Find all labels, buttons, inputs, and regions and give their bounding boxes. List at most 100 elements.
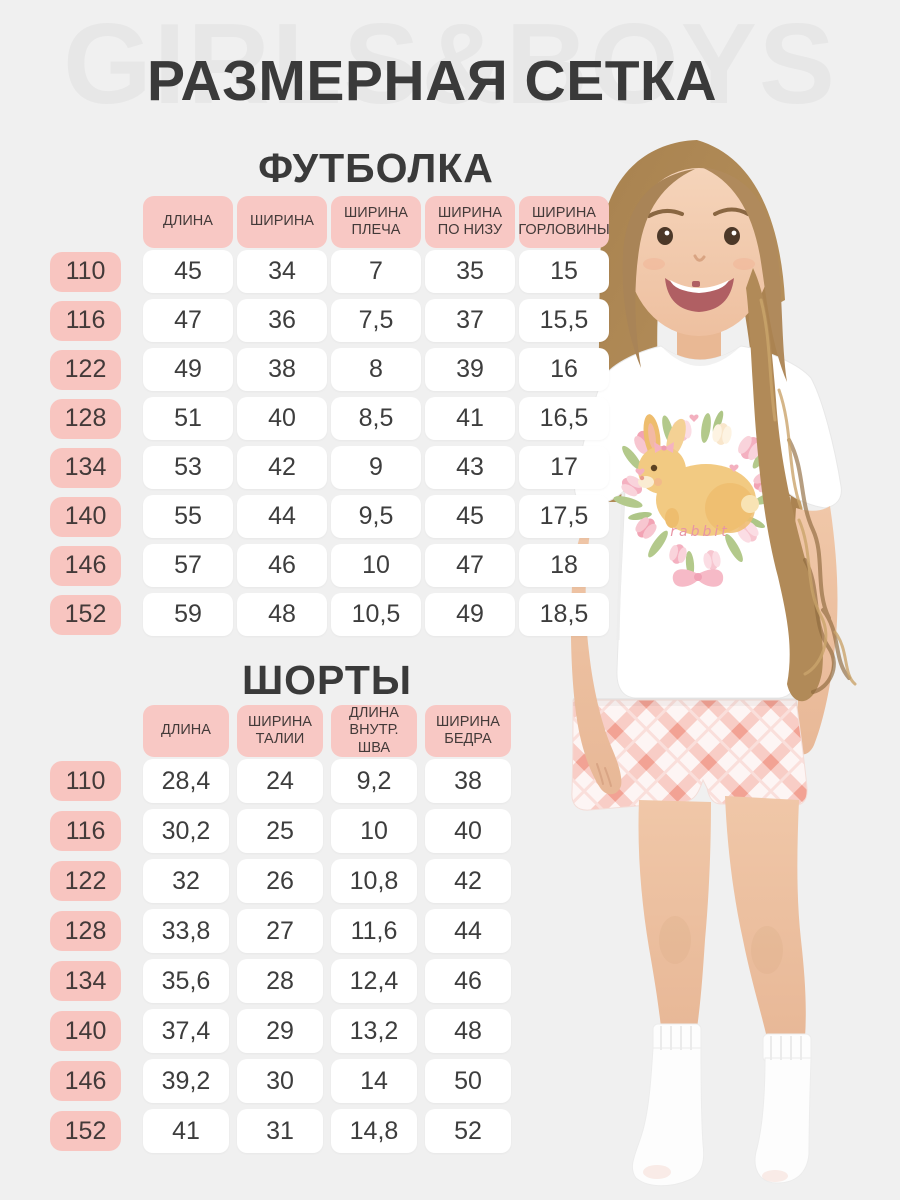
- size-label: 122: [50, 861, 121, 901]
- girl-illustration: rabbit: [570, 140, 857, 1187]
- size-label: 146: [50, 1061, 121, 1101]
- tshirt-table-header: ДЛИНА ШИРИНА ШИРИНА ПЛЕЧА ШИРИНА ПО НИЗУ ШИР…: [50, 196, 610, 248]
- value-cell: 49: [425, 593, 515, 636]
- table-row: 140 37,4 29 13,2 48: [50, 1009, 511, 1053]
- value-cell: 49: [143, 348, 233, 391]
- tshirt-table-body: 110 45 34 7 35 15 116 47 36 7,5 37 15,5: [50, 250, 609, 636]
- value-cell: 28,4: [143, 759, 229, 803]
- value-cell: 14,8: [331, 1109, 417, 1153]
- value-cell: 8: [331, 348, 421, 391]
- value-cell: 10: [331, 544, 421, 587]
- size-label: 134: [50, 961, 121, 1001]
- print-text: rabbit: [670, 524, 730, 540]
- shorts-table-header: ДЛИНА ШИРИНА ТАЛИИ ДЛИНА ВНУТР. ШВА ШИРИНА …: [50, 705, 511, 757]
- value-cell: 10: [331, 809, 417, 853]
- column-header: ДЛИНА ВНУТР. ШВА: [331, 705, 417, 757]
- value-cell: 40: [237, 397, 327, 440]
- value-cell: 7: [331, 250, 421, 293]
- value-cell: 47: [143, 299, 233, 342]
- value-cell: 48: [237, 593, 327, 636]
- value-cell: 30: [237, 1059, 323, 1103]
- value-cell: 15: [519, 250, 609, 293]
- size-label: 116: [50, 811, 121, 851]
- value-cell: 17,5: [519, 495, 609, 538]
- column-header: ШИРИНА ПО НИЗУ: [425, 196, 515, 248]
- value-cell: 12,4: [331, 959, 417, 1003]
- value-cell: 9,2: [331, 759, 417, 803]
- value-cell: 40: [425, 809, 511, 853]
- value-cell: 47: [425, 544, 515, 587]
- value-cell: 27: [237, 909, 323, 953]
- value-cell: 39,2: [143, 1059, 229, 1103]
- shorts-table-body: 110 28,4 24 9,2 38 116 30,2 25 10 40 122: [50, 759, 511, 1153]
- size-label: 116: [50, 300, 121, 341]
- table-row: 134 53 42 9 43 17: [50, 446, 609, 489]
- table-row: 116 47 36 7,5 37 15,5: [50, 299, 609, 342]
- value-cell: 45: [425, 495, 515, 538]
- shorts-size-table-section: ШОРТЫ ДЛИНА ШИРИНА ТАЛИИ ДЛИНА ВНУТР. ШВА Ш…: [50, 658, 511, 1159]
- size-label: 128: [50, 911, 121, 951]
- shorts: [571, 698, 808, 811]
- value-cell: 24: [237, 759, 323, 803]
- table-row: 128 33,8 27 11,6 44: [50, 909, 511, 953]
- value-cell: 51: [143, 397, 233, 440]
- print-bottom-bow: [672, 569, 724, 587]
- value-cell: 29: [237, 1009, 323, 1053]
- value-cell: 17: [519, 446, 609, 489]
- value-cell: 42: [425, 859, 511, 903]
- value-cell: 48: [425, 1009, 511, 1053]
- value-cell: 44: [237, 495, 327, 538]
- size-label: 134: [50, 447, 121, 488]
- size-label: 152: [50, 1111, 121, 1151]
- value-cell: 25: [237, 809, 323, 853]
- face: [627, 168, 771, 336]
- table-row: 110 45 34 7 35 15: [50, 250, 609, 293]
- value-cell: 53: [143, 446, 233, 489]
- value-cell: 41: [143, 1109, 229, 1153]
- value-cell: 8,5: [331, 397, 421, 440]
- value-cell: 14: [331, 1059, 417, 1103]
- table-row: 140 55 44 9,5 45 17,5: [50, 495, 609, 538]
- table-row: 110 28,4 24 9,2 38: [50, 759, 511, 803]
- value-cell: 42: [237, 446, 327, 489]
- value-cell: 9: [331, 446, 421, 489]
- value-cell: 38: [237, 348, 327, 391]
- value-cell: 30,2: [143, 809, 229, 853]
- size-label: 146: [50, 545, 121, 586]
- value-cell: 9,5: [331, 495, 421, 538]
- value-cell: 16,5: [519, 397, 609, 440]
- value-cell: 33,8: [143, 909, 229, 953]
- column-header: ДЛИНА: [143, 196, 233, 248]
- column-header: ШИРИНА ТАЛИИ: [237, 705, 323, 757]
- column-header: ДЛИНА: [143, 705, 229, 757]
- value-cell: 41: [425, 397, 515, 440]
- value-cell: 18,5: [519, 593, 609, 636]
- value-cell: 28: [237, 959, 323, 1003]
- value-cell: 31: [237, 1109, 323, 1153]
- brand-watermark: GIRLS&BOYS: [63, 1, 837, 128]
- column-header: ШИРИНА: [237, 196, 327, 248]
- size-label: 152: [50, 594, 121, 635]
- tshirt-section-title: ФУТБОЛКА: [258, 145, 494, 191]
- column-header: ШИРИНА БЕДРА: [425, 705, 511, 757]
- value-cell: 35,6: [143, 959, 229, 1003]
- size-label: 122: [50, 349, 121, 390]
- girl-photo: rabbit: [553, 140, 900, 1200]
- value-cell: 50: [425, 1059, 511, 1103]
- value-cell: 43: [425, 446, 515, 489]
- value-cell: 16: [519, 348, 609, 391]
- table-row: 134 35,6 28 12,4 46: [50, 959, 511, 1003]
- value-cell: 10,8: [331, 859, 417, 903]
- value-cell: 52: [425, 1109, 511, 1153]
- table-row: 128 51 40 8,5 41 16,5: [50, 397, 609, 440]
- value-cell: 39: [425, 348, 515, 391]
- value-cell: 59: [143, 593, 233, 636]
- table-row: 146 57 46 10 47 18: [50, 544, 609, 587]
- value-cell: 46: [425, 959, 511, 1003]
- value-cell: 26: [237, 859, 323, 903]
- value-cell: 45: [143, 250, 233, 293]
- column-header: ШИРИНА ПЛЕЧА: [331, 196, 421, 248]
- value-cell: 7,5: [331, 299, 421, 342]
- tshirt-print: rabbit: [613, 410, 783, 587]
- page-title: РАЗМЕРНАЯ СЕТКА: [147, 49, 717, 113]
